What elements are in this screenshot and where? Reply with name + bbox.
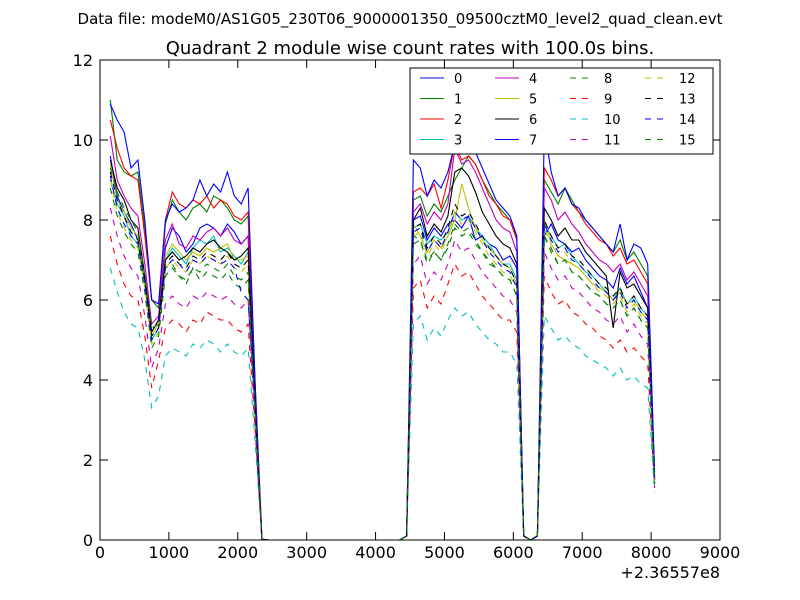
legend-label-10: 10 (604, 113, 621, 128)
y-tick-label: 6 (83, 291, 93, 310)
series-line-5 (109, 163, 656, 541)
legend-label-4: 4 (529, 72, 537, 87)
series-line-3 (109, 179, 656, 541)
x-tick-label: 6000 (493, 543, 534, 562)
x-tick-label: 9000 (700, 543, 741, 562)
x-tick-label: 2000 (217, 543, 258, 562)
legend-label-2: 2 (454, 113, 462, 128)
x-offset-label: +2.36557e8 (620, 563, 720, 582)
legend-label-11: 11 (604, 134, 621, 149)
x-tick-label: 3000 (286, 543, 327, 562)
series-line-10 (109, 267, 656, 541)
series-line-7 (109, 103, 656, 541)
series-line-12 (109, 179, 656, 541)
series-line-11 (109, 207, 656, 541)
legend-label-8: 8 (604, 72, 612, 87)
legend-label-7: 7 (529, 134, 537, 149)
legend-label-6: 6 (529, 113, 537, 128)
series-line-8 (109, 167, 656, 541)
x-tick-label: 7000 (562, 543, 603, 562)
legend-label-5: 5 (529, 93, 537, 108)
legend-label-15: 15 (679, 134, 696, 149)
y-tick-label: 4 (83, 371, 93, 390)
y-tick-label: 12 (73, 51, 93, 70)
x-tick-label: 1000 (149, 543, 190, 562)
legend-label-3: 3 (454, 134, 462, 149)
series-line-2 (109, 119, 656, 541)
series-line-9 (109, 235, 656, 541)
legend-label-9: 9 (604, 93, 612, 108)
series-line-6 (109, 159, 656, 541)
x-tick-label: 0 (95, 543, 105, 562)
legend-label-13: 13 (679, 93, 696, 108)
series-line-15 (109, 187, 656, 541)
legend-label-0: 0 (454, 72, 462, 87)
legend-label-1: 1 (454, 93, 462, 108)
y-tick-label: 0 (83, 531, 93, 550)
y-tick-label: 10 (73, 131, 93, 150)
series-line-13 (109, 171, 656, 541)
x-tick-label: 8000 (631, 543, 672, 562)
series-line-14 (109, 175, 656, 541)
x-tick-label: 4000 (355, 543, 396, 562)
series-layer (109, 99, 656, 541)
x-tick-label: 5000 (424, 543, 465, 562)
legend-label-14: 14 (679, 113, 696, 128)
legend-label-12: 12 (679, 72, 696, 87)
y-tick-label: 2 (83, 451, 93, 470)
axes: 0 1000 2000 3000 4000 5000 6000 7000 8000 9000 0 2 4… (73, 51, 741, 562)
series-line-4 (109, 135, 656, 541)
chart-title: Quadrant 2 module wise count rates with … (166, 38, 655, 59)
series-line-0 (109, 155, 656, 541)
series-line-1 (109, 99, 656, 541)
suptitle: Data file: modeM0/AS1G05_230T06_90000013… (78, 10, 723, 29)
y-tick-label: 8 (83, 211, 93, 230)
